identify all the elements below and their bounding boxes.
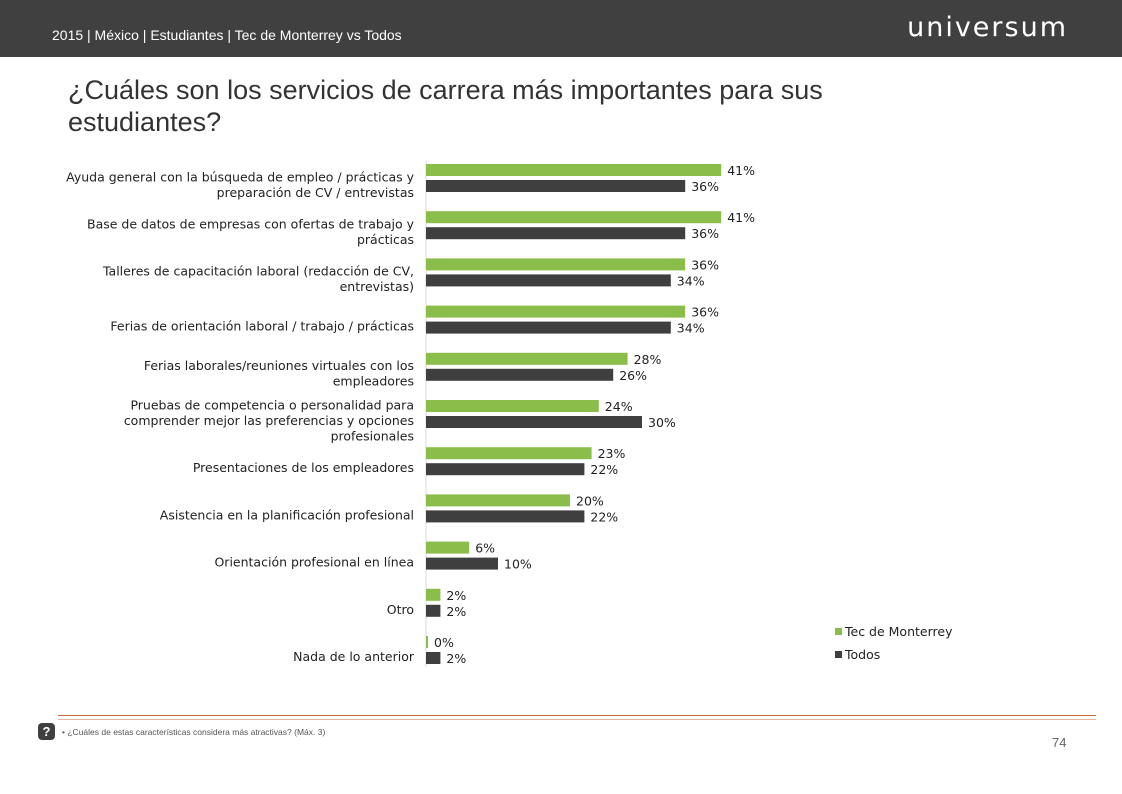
bar-todos (426, 321, 671, 334)
category-label-line: Ferias de orientación laboral / trabajo … (110, 319, 414, 334)
category-label-line: profesionales (331, 429, 414, 444)
bar-tec-de-monterrey (426, 211, 722, 224)
category-label-line: Otro (387, 602, 414, 617)
bar-todos (426, 652, 441, 664)
category-label-line: Talleres de capacitación laboral (redacc… (102, 264, 414, 279)
data-label: 28% (634, 352, 662, 367)
data-label: 36% (691, 226, 719, 241)
category-label: Otro (387, 602, 414, 617)
bar-tec-de-monterrey (426, 636, 428, 648)
category-label: Presentaciones de los empleadores (193, 460, 414, 475)
bar-tec-de-monterrey (426, 541, 470, 554)
category-label-line: preparación de CV / entrevistas (217, 185, 414, 200)
data-label: 20% (576, 493, 604, 508)
page-number: 74 (1052, 735, 1067, 750)
breadcrumb: 2015 | México | Estudiantes | Tec de Mon… (52, 27, 402, 43)
category-label-line: empleadores (333, 374, 414, 389)
category-label: Nada de lo anterior (293, 649, 415, 664)
footnote-bullet: • (62, 727, 65, 737)
data-label: 2% (446, 588, 466, 603)
category-label-line: Nada de lo anterior (293, 649, 415, 664)
data-label: 30% (648, 415, 676, 430)
bar-tec-de-monterrey (426, 588, 441, 601)
bar-tec-de-monterrey (426, 164, 722, 176)
legend-label-todos: Todos (844, 647, 880, 662)
category-label-line: Ayuda general con la búsqueda de empleo … (66, 169, 414, 184)
bar-tec-de-monterrey (426, 352, 628, 365)
data-label: 34% (677, 321, 705, 336)
data-label: 41% (727, 163, 755, 178)
header-bar: 2015 | México | Estudiantes | Tec de Mon… (0, 0, 1122, 57)
bar-todos (426, 557, 498, 570)
data-label: 36% (691, 305, 719, 320)
data-label: 34% (677, 273, 705, 288)
category-label-line: Pruebas de competencia o personalidad pa… (130, 398, 414, 413)
bar-todos (426, 463, 585, 476)
data-label: 22% (590, 509, 618, 524)
bar-todos (426, 416, 642, 428)
category-label-line: prácticas (357, 232, 414, 247)
category-label: Base de datos de empresas con ofertas de… (87, 216, 415, 247)
legend-swatch-todos (835, 651, 842, 658)
data-label: 10% (504, 557, 532, 572)
bar-tec-de-monterrey (426, 447, 592, 460)
bar-todos (426, 368, 614, 381)
footer-divider-secondary (58, 719, 1096, 720)
bar-tec-de-monterrey (426, 258, 686, 271)
bar-todos (426, 510, 585, 523)
data-label: 26% (619, 368, 647, 383)
footnote-text: ¿Cuáles de estas características conside… (67, 727, 326, 737)
category-label-line: comprender mejor las preferencias y opci… (124, 413, 414, 428)
category-label-line: Asistencia en la planificación profesion… (160, 507, 414, 522)
data-label: 23% (598, 446, 626, 461)
data-label: 2% (446, 651, 466, 666)
category-label-line: Orientación profesional en línea (214, 555, 414, 570)
bar-todos (426, 227, 686, 240)
category-label-line: Presentaciones de los empleadores (193, 460, 414, 475)
category-label-line: Base de datos de empresas con ofertas de… (87, 216, 415, 231)
data-label: 2% (446, 604, 466, 619)
bar-tec-de-monterrey (426, 494, 570, 507)
bar-todos (426, 180, 686, 192)
page-title: ¿Cuáles son los servicios de carrera más… (68, 75, 823, 137)
footer-divider (58, 715, 1096, 716)
data-label: 36% (691, 179, 719, 194)
category-label: Ferias de orientación laboral / trabajo … (110, 319, 414, 334)
legend-swatch-tec (835, 628, 842, 635)
category-label-line: entrevistas) (340, 279, 414, 294)
category-label: Pruebas de competencia o personalidad pa… (124, 398, 414, 444)
bar-tec-de-monterrey (426, 305, 686, 318)
category-label-line: Ferias laborales/reuniones virtuales con… (144, 358, 414, 373)
data-label: 22% (590, 462, 618, 477)
category-label: Talleres de capacitación laboral (redacc… (102, 264, 414, 295)
bar-chart: Ayuda general con la búsqueda de empleo … (66, 161, 953, 667)
data-label: 6% (475, 541, 495, 556)
data-label: 0% (434, 635, 454, 650)
bar-todos (426, 274, 671, 287)
category-label: Ayuda general con la búsqueda de empleo … (66, 169, 414, 200)
data-label: 41% (727, 210, 755, 225)
footnote: • ¿Cuáles de estas características consi… (62, 727, 325, 737)
data-label: 24% (605, 399, 633, 414)
category-label: Orientación profesional en línea (214, 555, 414, 570)
legend-label-tec: Tec de Monterrey (844, 624, 953, 639)
category-label: Ferias laborales/reuniones virtuales con… (144, 358, 414, 389)
question-icon: ? (38, 723, 55, 740)
bar-tec-de-monterrey (426, 400, 599, 412)
universum-logo: universum (907, 12, 1068, 43)
bar-todos (426, 604, 441, 617)
data-label: 36% (691, 257, 719, 272)
category-label: Asistencia en la planificación profesion… (160, 507, 414, 522)
